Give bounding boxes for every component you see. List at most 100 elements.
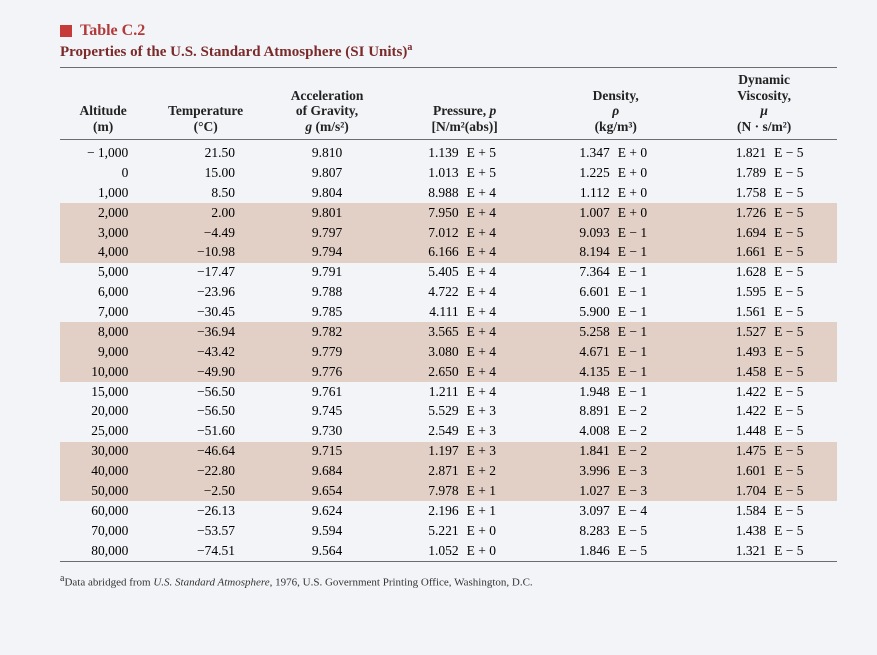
cell-viscosity-value: 1.704 [691,481,772,501]
cell-density-exp: E + 0 [616,183,692,203]
col-gravity-l0: Acceleration [291,88,364,103]
table-bottom-rule [60,561,837,567]
col-density: Density, ρ (kg/m³) [540,68,691,140]
col-altitude-l2: (m) [93,119,113,134]
col-pressure-l1: Pressure, p [433,103,496,118]
table-row: 30,000−46.649.7151.197E + 31.841E − 21.4… [60,442,837,462]
cell-viscosity-exp: E − 5 [772,402,837,422]
table-caption-text: Properties of the U.S. Standard Atmosphe… [60,44,407,60]
cell-viscosity-value: 1.422 [691,402,772,422]
cell-altitude: − 1,000 [60,140,146,164]
table-row: 70,000−53.579.5945.221E + 08.283E − 51.4… [60,521,837,541]
table-header: Altitude (m) Temperature (°C) Accelerati… [60,68,837,140]
table-row: 60,000−26.139.6242.196E + 13.097E − 41.5… [60,501,837,521]
cell-altitude: 80,000 [60,541,146,561]
col-viscosity: Dynamic Viscosity, μ (N · s/m²) [691,68,837,140]
cell-viscosity-exp: E − 5 [772,382,837,402]
table-caption: Properties of the U.S. Standard Atmosphe… [60,42,837,61]
cell-pressure-exp: E + 0 [465,521,541,541]
cell-viscosity-exp: E − 5 [772,183,837,203]
cell-viscosity-exp: E − 5 [772,263,837,283]
cell-pressure-value: 2.871 [389,462,465,482]
col-gravity-l2: g (m/s²) [305,119,348,134]
cell-pressure-value: 1.197 [389,442,465,462]
col-pressure-l2: [N/m²(abs)] [431,119,497,134]
cell-density-exp: E − 1 [616,303,692,323]
cell-viscosity-value: 1.527 [691,322,772,342]
cell-viscosity-value: 1.595 [691,283,772,303]
table-row: 2,0002.009.8017.950E + 41.007E + 01.726E… [60,203,837,223]
cell-density-value: 1.225 [540,163,616,183]
cell-density-exp: E − 2 [616,402,692,422]
cell-temperature: −56.50 [146,402,265,422]
cell-viscosity-exp: E − 5 [772,303,837,323]
cell-gravity: 9.797 [265,223,389,243]
cell-gravity: 9.684 [265,462,389,482]
cell-pressure-value: 2.549 [389,422,465,442]
cell-temperature: −51.60 [146,422,265,442]
cell-density-exp: E − 2 [616,442,692,462]
table-row: 25,000−51.609.7302.549E + 34.008E − 21.4… [60,422,837,442]
cell-viscosity-value: 1.694 [691,223,772,243]
cell-viscosity-exp: E − 5 [772,223,837,243]
cell-gravity: 9.624 [265,501,389,521]
cell-altitude: 8,000 [60,322,146,342]
cell-temperature: −43.42 [146,342,265,362]
cell-viscosity-value: 1.789 [691,163,772,183]
cell-gravity: 9.801 [265,203,389,223]
cell-pressure-exp: E + 4 [465,362,541,382]
cell-viscosity-exp: E − 5 [772,243,837,263]
cell-temperature: −46.64 [146,442,265,462]
cell-pressure-value: 5.529 [389,402,465,422]
table-row: 8,000−36.949.7823.565E + 45.258E − 11.52… [60,322,837,342]
cell-temperature: −10.98 [146,243,265,263]
col-altitude-l1: Altitude [80,103,127,118]
cell-altitude: 70,000 [60,521,146,541]
col-viscosity-l1: μ [760,103,768,118]
cell-gravity: 9.807 [265,163,389,183]
cell-density-value: 6.601 [540,283,616,303]
cell-viscosity-exp: E − 5 [772,342,837,362]
table-row: 5,000−17.479.7915.405E + 47.364E − 11.62… [60,263,837,283]
cell-pressure-value: 1.013 [389,163,465,183]
cell-pressure-exp: E + 4 [465,263,541,283]
cell-density-exp: E − 1 [616,322,692,342]
cell-pressure-value: 1.139 [389,140,465,164]
cell-pressure-exp: E + 4 [465,223,541,243]
cell-gravity: 9.785 [265,303,389,323]
cell-viscosity-exp: E − 5 [772,322,837,342]
cell-density-value: 3.996 [540,462,616,482]
cell-viscosity-exp: E − 5 [772,163,837,183]
cell-viscosity-exp: E − 5 [772,283,837,303]
cell-viscosity-value: 1.458 [691,362,772,382]
cell-density-value: 8.891 [540,402,616,422]
cell-density-exp: E − 5 [616,521,692,541]
cell-temperature: −26.13 [146,501,265,521]
cell-temperature: 8.50 [146,183,265,203]
cell-density-value: 1.112 [540,183,616,203]
col-gravity-l1: of Gravity, [296,103,358,118]
cell-temperature: −2.50 [146,481,265,501]
cell-density-exp: E − 1 [616,362,692,382]
col-density-l2: (kg/m³) [595,119,637,134]
cell-density-exp: E + 0 [616,163,692,183]
cell-viscosity-value: 1.821 [691,140,772,164]
cell-temperature: −74.51 [146,541,265,561]
cell-temperature: 2.00 [146,203,265,223]
cell-pressure-exp: E + 1 [465,481,541,501]
cell-viscosity-value: 1.584 [691,501,772,521]
cell-density-value: 1.347 [540,140,616,164]
footnote-source: U.S. Standard Atmosphere [153,577,269,589]
table-body: − 1,00021.509.8101.139E + 51.347E + 01.8… [60,140,837,562]
col-density-l0: Density, [593,88,639,103]
cell-gravity: 9.730 [265,422,389,442]
cell-altitude: 9,000 [60,342,146,362]
cell-gravity: 9.594 [265,521,389,541]
cell-altitude: 6,000 [60,283,146,303]
cell-altitude: 25,000 [60,422,146,442]
cell-gravity: 9.745 [265,402,389,422]
cell-pressure-value: 1.211 [389,382,465,402]
cell-altitude: 15,000 [60,382,146,402]
cell-viscosity-exp: E − 5 [772,541,837,561]
col-viscosity-l0: Viscosity, [737,88,791,103]
